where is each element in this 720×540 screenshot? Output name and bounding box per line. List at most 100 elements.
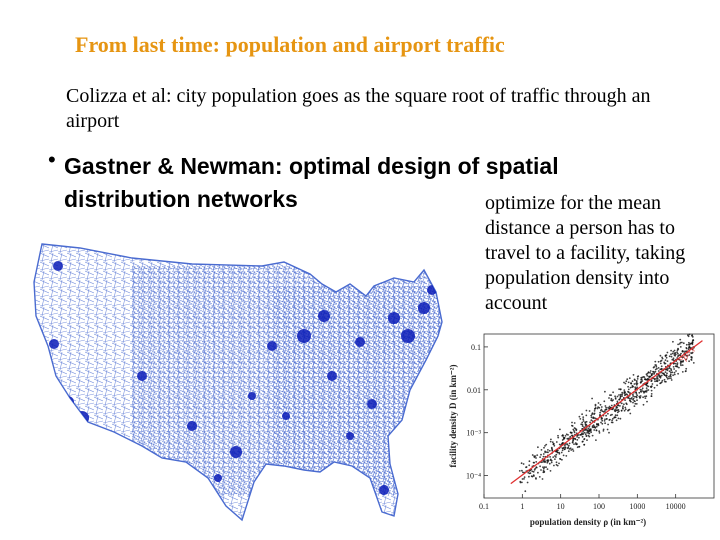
- data-point: [663, 361, 666, 364]
- x-tick-label: 10: [557, 502, 565, 511]
- data-point: [518, 470, 521, 472]
- data-point: [571, 448, 574, 451]
- data-point: [663, 373, 666, 376]
- data-point: [673, 349, 676, 352]
- data-point: [570, 434, 573, 437]
- data-point: [609, 394, 611, 396]
- data-point: [586, 431, 588, 434]
- data-point: [646, 374, 649, 377]
- data-point: [571, 424, 573, 427]
- data-point: [677, 355, 679, 358]
- data-point: [532, 470, 535, 473]
- data-point: [611, 419, 613, 422]
- slide-title: From last time: population and airport t…: [75, 32, 505, 57]
- data-point: [544, 450, 546, 453]
- data-point: [619, 393, 622, 396]
- data-point: [679, 346, 682, 348]
- data-point: [622, 405, 624, 408]
- data-point: [588, 425, 591, 428]
- data-point: [561, 434, 564, 436]
- data-point: [612, 391, 614, 394]
- data-point: [655, 365, 658, 368]
- data-point: [677, 347, 679, 350]
- data-point: [569, 435, 572, 438]
- data-point: [670, 371, 672, 374]
- data-point: [641, 380, 644, 382]
- data-point: [574, 437, 576, 440]
- data-point: [646, 385, 649, 387]
- data-point: [665, 354, 668, 356]
- data-point: [676, 352, 679, 355]
- data-point: [625, 402, 628, 405]
- data-point: [650, 389, 653, 392]
- data-point: [578, 415, 581, 418]
- data-point: [542, 455, 545, 458]
- data-point: [636, 378, 639, 380]
- data-point: [654, 380, 656, 383]
- data-point: [561, 449, 564, 452]
- data-point: [568, 442, 571, 445]
- data-point: [599, 403, 602, 406]
- data-point: [624, 399, 626, 401]
- data-point: [558, 451, 560, 454]
- us-voronoi-map: [33, 243, 443, 521]
- data-point: [521, 478, 524, 480]
- data-point: [674, 362, 677, 365]
- data-point: [564, 435, 567, 437]
- data-point: [668, 355, 671, 358]
- data-point: [619, 397, 622, 400]
- data-point: [661, 379, 664, 382]
- data-point: [685, 354, 688, 357]
- data-point: [590, 416, 593, 419]
- data-point: [691, 357, 693, 359]
- data-point: [685, 343, 688, 346]
- y-tick-labels: 0.1 0.01 10⁻³ 10⁻⁴: [466, 343, 482, 481]
- data-point: [641, 389, 643, 391]
- data-point: [564, 446, 567, 449]
- data-point: [581, 421, 584, 424]
- data-point: [531, 475, 534, 478]
- data-point: [557, 449, 559, 452]
- data-point: [595, 429, 598, 432]
- data-point: [523, 476, 526, 478]
- data-point: [549, 458, 552, 461]
- data-point: [632, 401, 634, 404]
- data-point: [687, 348, 690, 351]
- data-point: [542, 461, 544, 463]
- data-point: [562, 447, 564, 450]
- data-point: [640, 378, 642, 381]
- data-point: [608, 405, 611, 408]
- data-point: [522, 463, 525, 465]
- data-point: [651, 383, 654, 385]
- data-point: [646, 389, 648, 392]
- data-point: [634, 386, 637, 389]
- data-point: [541, 478, 544, 480]
- data-point: [653, 386, 656, 389]
- data-point: [633, 383, 636, 385]
- data-point: [688, 346, 691, 349]
- data-point: [673, 352, 676, 355]
- data-point: [542, 453, 545, 455]
- data-point: [682, 359, 685, 362]
- data-point: [619, 417, 622, 420]
- data-point: [672, 374, 674, 377]
- data-point: [665, 380, 667, 383]
- data-point: [681, 371, 684, 373]
- data-point: [690, 358, 693, 361]
- data-point: [611, 399, 614, 402]
- data-point: [624, 406, 627, 409]
- data-point: [582, 420, 585, 422]
- x-tick-labels: 0.1 1 10 100 1000 10000: [479, 502, 686, 511]
- data-point: [656, 377, 659, 380]
- data-point: [623, 392, 626, 395]
- data-point: [629, 386, 632, 389]
- data-point: [555, 453, 558, 456]
- data-point: [540, 469, 542, 471]
- data-point: [583, 426, 585, 429]
- fit-line: [510, 340, 703, 485]
- data-point: [627, 391, 630, 394]
- data-point: [668, 377, 670, 380]
- data-point: [565, 455, 568, 457]
- data-point: [647, 371, 650, 374]
- x-tick-label: 1000: [629, 502, 645, 511]
